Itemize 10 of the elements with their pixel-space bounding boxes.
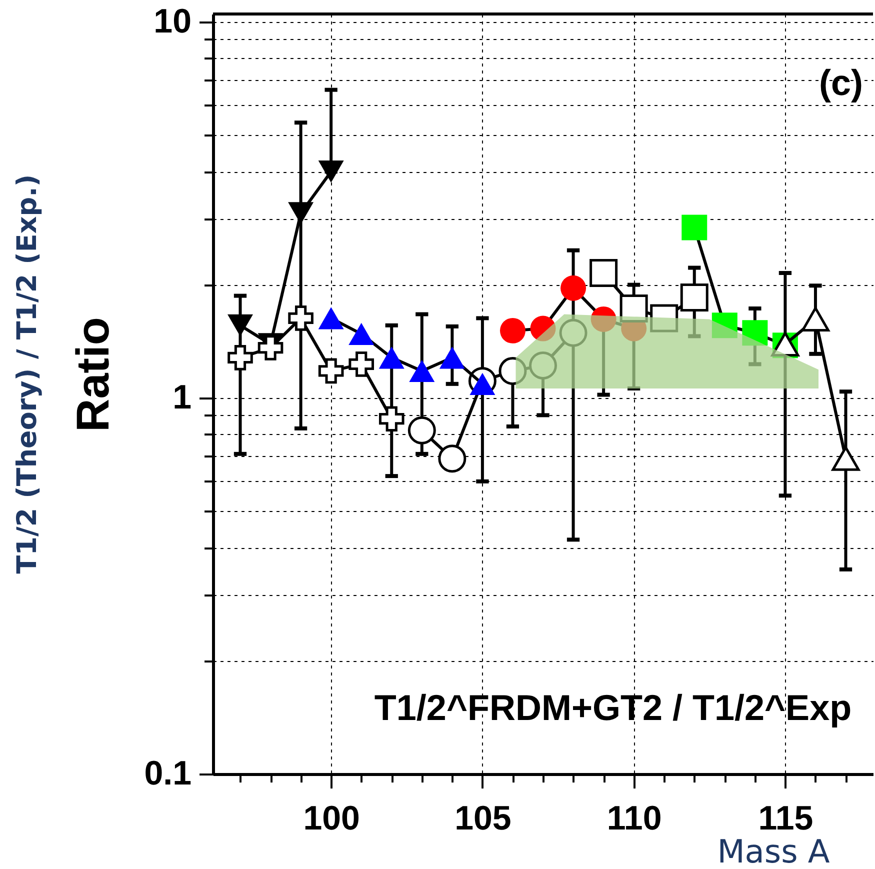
y-axis-title: Ratio — [66, 317, 118, 432]
x-tick-label: 100 — [303, 800, 360, 838]
y-tick-label: 1 — [172, 378, 192, 416]
x-tick-label: 110 — [606, 800, 662, 838]
x-tick-label: 105 — [454, 800, 512, 838]
y-tick-label: 10 — [154, 2, 192, 40]
y-tick-label: 0.1 — [144, 754, 192, 792]
annotation: (c) — [819, 62, 863, 103]
annotation: T1/2^FRDM+GT2 / T1/2^Exp — [374, 687, 852, 728]
text: T1/2 (Theory) / T1/2 (Exp.) — [12, 174, 43, 574]
